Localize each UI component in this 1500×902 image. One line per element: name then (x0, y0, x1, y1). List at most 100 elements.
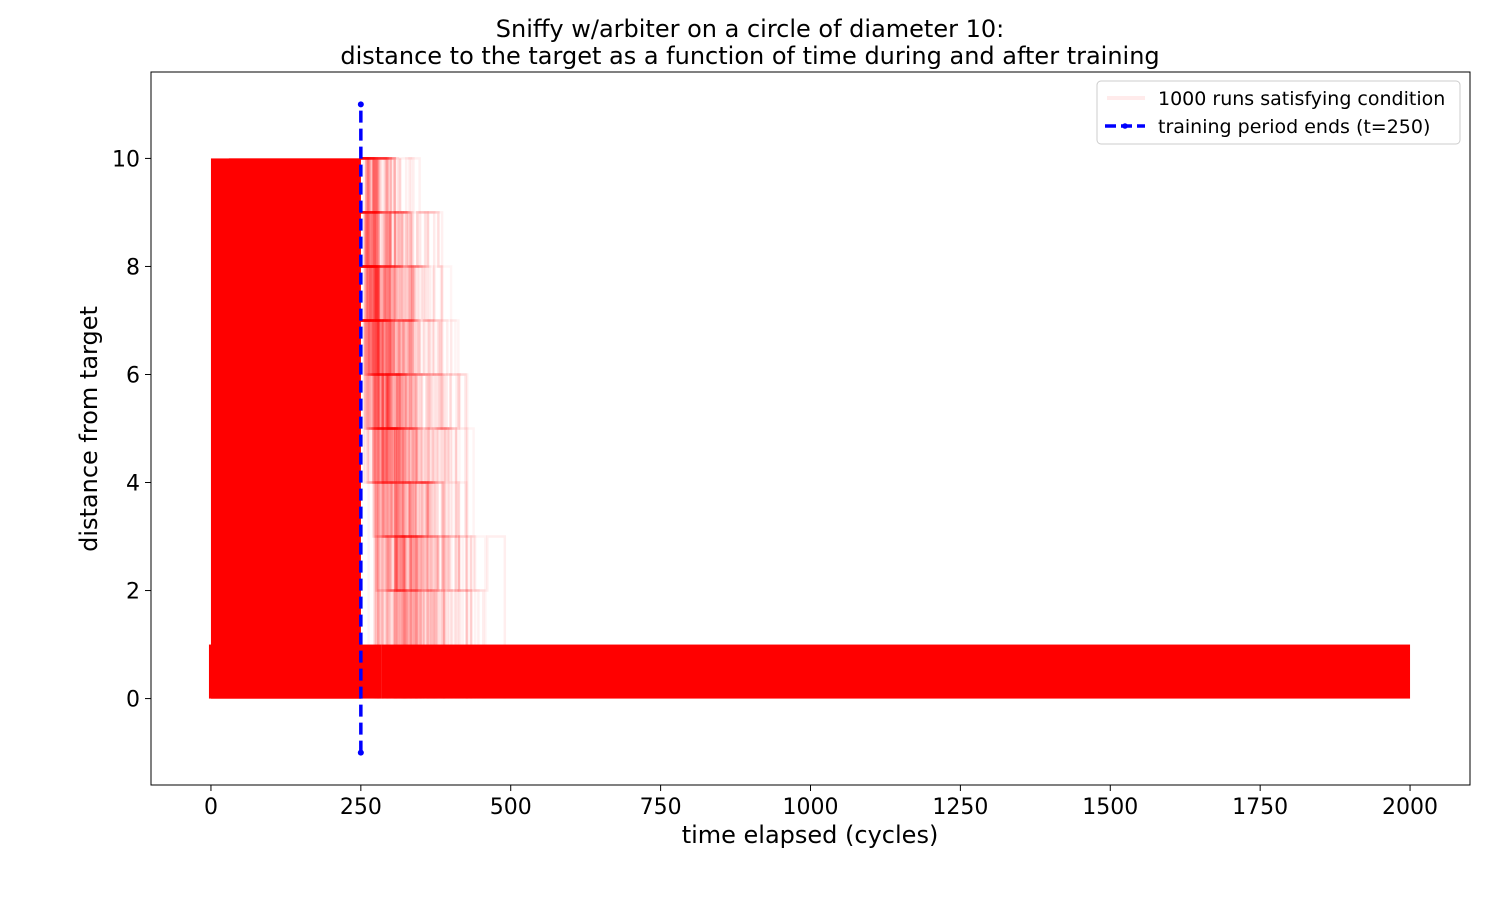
run-trace (360, 211, 480, 699)
run-trace (360, 211, 424, 699)
run-trace (360, 319, 436, 699)
run-trace (360, 265, 434, 699)
run-trace (360, 319, 433, 699)
run-trace (360, 265, 405, 699)
chart-title-line-1: Sniffy w/arbiter on a circle of diameter… (496, 15, 1004, 43)
run-trace (360, 157, 385, 699)
run-trace (360, 265, 413, 699)
run-trace (360, 157, 421, 699)
x-tick-label: 500 (490, 795, 532, 820)
run-trace (360, 157, 402, 699)
x-tick-label: 1250 (932, 795, 988, 820)
run-trace (360, 265, 407, 699)
run-trace (360, 157, 418, 699)
run-trace (360, 265, 389, 699)
run-trace (360, 319, 418, 699)
run-trace (360, 211, 414, 699)
run-trace (360, 157, 446, 699)
run-trace (360, 265, 417, 699)
run-trace (360, 157, 399, 699)
legend-box (1096, 80, 1461, 145)
run-trace (360, 211, 453, 699)
run-trace (360, 157, 407, 699)
legend-training-marker (1122, 123, 1128, 129)
run-trace (360, 157, 446, 699)
run-trace (360, 157, 443, 699)
legend: 1000 runs satisfying condition training … (1096, 80, 1461, 145)
run-trace (360, 211, 429, 699)
run-trace (360, 319, 382, 699)
y-tick-label: 10 (112, 147, 140, 172)
run-trace (360, 211, 396, 699)
run-trace (360, 319, 397, 699)
run-trace (360, 157, 392, 699)
run-trace (360, 265, 423, 699)
run-trace (360, 319, 385, 699)
run-trace (360, 157, 413, 699)
y-tick-label: 0 (126, 688, 140, 713)
run-trace (360, 211, 450, 699)
run-trace (360, 211, 420, 699)
run-trace (360, 211, 439, 699)
run-trace (360, 265, 409, 699)
run-trace (360, 211, 407, 699)
x-tick-label: 250 (340, 795, 382, 820)
run-trace (360, 157, 443, 699)
run-trace (360, 211, 406, 699)
run-trace (360, 157, 380, 699)
run-trace (360, 157, 406, 699)
rise-region (211, 158, 361, 699)
run-trace (360, 265, 406, 699)
legend-runs-label: 1000 runs satisfying condition (1158, 88, 1445, 110)
run-trace (360, 265, 477, 699)
run-trace (360, 319, 385, 699)
run-trace (360, 319, 396, 699)
run-trace (360, 319, 399, 699)
run-trace (360, 319, 417, 699)
run-trace (360, 157, 410, 699)
run-trace (360, 319, 415, 699)
run-trace (360, 265, 407, 699)
run-trace (360, 157, 429, 699)
run-trace (360, 211, 439, 699)
run-trace (360, 319, 430, 699)
run-trace (360, 157, 377, 699)
run-trace (360, 319, 398, 699)
run-trace (360, 211, 384, 699)
x-tick-label: 0 (204, 795, 218, 820)
run-trace (360, 157, 388, 699)
run-trace (360, 265, 393, 699)
run-trace (360, 157, 397, 699)
run-trace (360, 319, 397, 699)
run-trace (360, 211, 462, 699)
run-trace (360, 265, 438, 699)
chart-title-line-2: distance to the target as a function of … (340, 42, 1159, 70)
run-trace (360, 211, 405, 699)
run-trace (360, 319, 438, 699)
run-trace (360, 157, 451, 699)
y-tick-label: 4 (126, 472, 140, 497)
run-trace (360, 211, 448, 699)
run-trace (360, 157, 436, 699)
training-end-marker-top (357, 101, 364, 108)
run-trace (360, 265, 379, 699)
run-trace (360, 265, 418, 699)
post-training-band (381, 644, 1411, 699)
run-trace (360, 319, 418, 699)
run-trace (360, 157, 437, 699)
run-trace (360, 157, 419, 699)
x-tick-label: 1000 (783, 795, 839, 820)
run-trace (360, 157, 404, 699)
x-tick-label: 1750 (1232, 795, 1288, 820)
run-trace (360, 157, 408, 699)
run-trace (360, 157, 473, 699)
training-end-marker-bottom (357, 749, 364, 756)
run-trace (360, 319, 380, 699)
run-trace (360, 211, 485, 699)
run-trace (360, 211, 404, 699)
run-trace (360, 211, 473, 699)
run-trace (360, 319, 412, 699)
run-trace (360, 319, 416, 699)
run-trace (360, 319, 404, 699)
run-trace (360, 319, 436, 699)
